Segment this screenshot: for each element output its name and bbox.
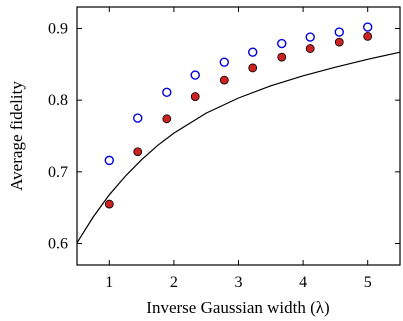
x-axis-label: Inverse Gaussian width (λ) [146, 298, 329, 317]
y-tick-label: 0.6 [48, 236, 68, 253]
open-data-point [190, 70, 200, 80]
data-points-layer [104, 22, 373, 209]
y-axis-label: Average fidelity [7, 81, 26, 191]
open-data-point [248, 47, 258, 57]
filled-data-point [162, 114, 172, 124]
y-tick-label: 0.8 [48, 92, 68, 109]
filled-data-point [248, 63, 258, 73]
filled-data-point [305, 44, 315, 53]
x-tick-label: 5 [364, 274, 372, 291]
open-data-point [219, 57, 229, 67]
x-tick-label: 4 [299, 274, 307, 291]
open-data-point [334, 27, 344, 37]
filled-data-point [190, 92, 200, 101]
filled-data-point [104, 199, 114, 209]
open-data-point [305, 32, 315, 42]
x-tick-label: 3 [235, 274, 243, 291]
open-data-point [363, 22, 373, 32]
filled-data-point [334, 37, 344, 47]
y-tick-label: 0.7 [48, 164, 68, 181]
open-data-point [104, 155, 115, 166]
filled-data-point [133, 147, 143, 157]
model-curve-layer [76, 51, 401, 244]
filled-data-point [363, 31, 373, 41]
model-curve [76, 51, 401, 244]
open-data-point [162, 87, 172, 97]
axis-ticks [77, 7, 400, 265]
open-data-point [133, 113, 143, 123]
open-data-point [277, 38, 287, 49]
filled-data-point [277, 52, 287, 62]
plot-frame [76, 6, 401, 266]
x-tick-label: 2 [170, 274, 178, 291]
y-tick-label: 0.9 [48, 21, 68, 38]
filled-data-point [219, 75, 229, 85]
tick-labels: 1 2 3 4 5 0.6 0.7 0.8 0.9 [48, 21, 372, 292]
x-tick-label: 1 [105, 274, 113, 291]
